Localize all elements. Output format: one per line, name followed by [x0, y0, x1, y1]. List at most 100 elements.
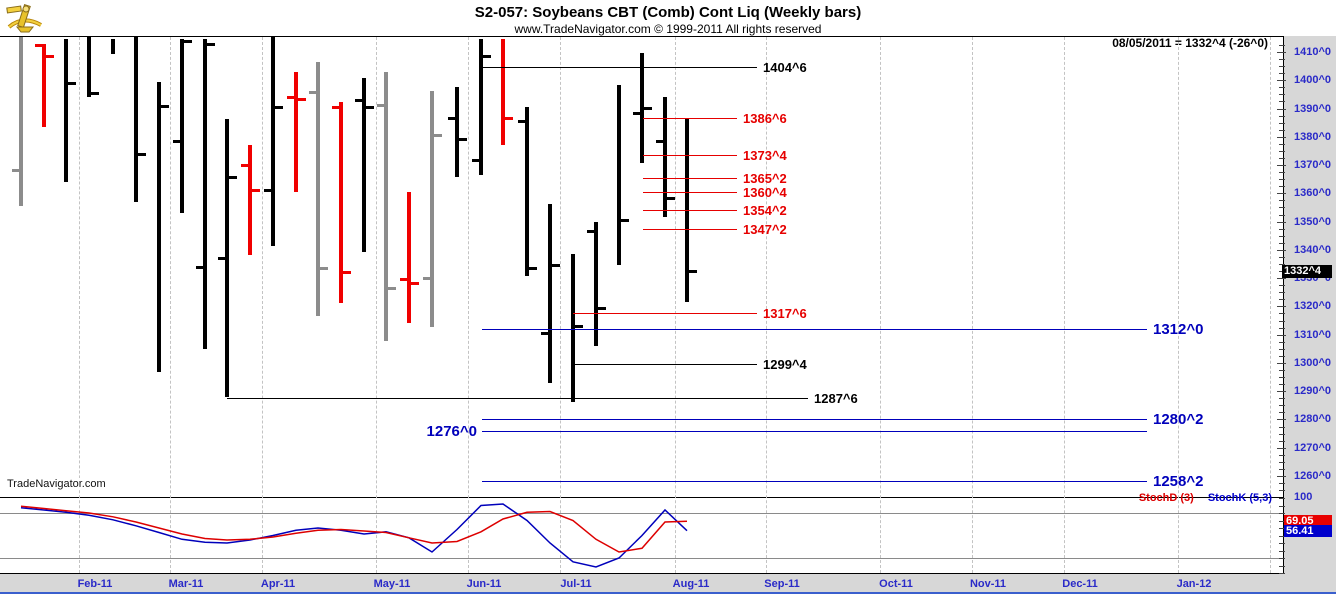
- axis-left-border: [1283, 36, 1284, 574]
- price-axis-minor-tick: [1279, 377, 1285, 378]
- month-label: May-11: [373, 578, 411, 590]
- close-tick: [483, 55, 491, 58]
- price-axis-minor-tick: [1279, 59, 1285, 60]
- price-axis-minor-tick: [1279, 441, 1285, 442]
- month-label: Jun-11: [466, 578, 502, 590]
- close-tick: [298, 98, 306, 101]
- price-bar: [180, 39, 184, 213]
- quote-info-readout: 08/05/2011 = 1332^4 (-26^0): [1112, 36, 1268, 50]
- price-bar: [87, 37, 91, 97]
- month-gridline: [1270, 37, 1272, 573]
- level-label: 1365^2: [743, 171, 787, 186]
- open-tick: [400, 278, 408, 281]
- level-line: [643, 155, 737, 156]
- price-axis-minor-tick: [1279, 207, 1285, 208]
- price-axis-minor-tick: [1279, 236, 1285, 237]
- price-axis-label: 1350^0: [1294, 216, 1332, 228]
- window-bottom-edge: [0, 592, 1336, 594]
- price-axis-minor-tick: [1279, 434, 1285, 435]
- open-tick: [355, 99, 363, 102]
- price-bar: [640, 53, 644, 163]
- stoch-axis-100-label: 100: [1294, 491, 1313, 503]
- price-axis-tick: [1277, 222, 1286, 223]
- open-tick: [12, 169, 20, 172]
- close-tick: [434, 134, 442, 137]
- price-axis-minor-tick: [1279, 130, 1285, 131]
- price-axis-minor-tick: [1279, 264, 1285, 265]
- month-label: Dec-11: [1062, 578, 1098, 590]
- stoch-axis-tick: [1279, 543, 1285, 544]
- price-bar: [362, 78, 366, 252]
- level-label: 1317^6: [763, 306, 807, 321]
- month-gridline: [972, 37, 974, 573]
- price-axis-tick: [1277, 109, 1286, 110]
- open-tick: [377, 104, 385, 107]
- price-axis-minor-tick: [1279, 299, 1285, 300]
- price-bar: [203, 39, 207, 349]
- close-tick: [411, 282, 419, 285]
- level-line: [481, 67, 757, 68]
- price-axis-minor-tick: [1279, 73, 1285, 74]
- price-axis-minor-tick: [1279, 469, 1285, 470]
- month-gridline: [1178, 37, 1180, 573]
- stoch-axis-tick: [1279, 566, 1285, 567]
- level-label: 1354^2: [743, 203, 787, 218]
- price-axis-label: 1300^0: [1294, 357, 1332, 369]
- price-axis-tick: [1277, 419, 1286, 420]
- level-line: [482, 419, 1147, 420]
- price-axis-tick: [1277, 306, 1286, 307]
- month-label: Aug-11: [672, 578, 710, 590]
- close-tick: [575, 325, 583, 328]
- price-panel-top-border: [0, 36, 1284, 37]
- close-tick: [320, 267, 328, 270]
- level-line: [573, 313, 757, 314]
- price-axis-minor-tick: [1279, 384, 1285, 385]
- month-label: Sep-11: [764, 578, 800, 590]
- price-axis-minor-tick: [1279, 186, 1285, 187]
- stochk-value-badge: 56.41: [1284, 525, 1332, 537]
- close-tick: [529, 267, 537, 270]
- price-axis-label: 1330^0: [1294, 272, 1332, 284]
- price-axis-label: 1320^0: [1294, 300, 1332, 312]
- price-axis-label: 1370^0: [1294, 159, 1332, 171]
- price-bar: [248, 145, 252, 255]
- price-axis-minor-tick: [1279, 94, 1285, 95]
- stochd-label: StochD (3): [1138, 492, 1194, 504]
- price-axis-label: 1360^0: [1294, 187, 1332, 199]
- oversold-line: [0, 558, 1283, 559]
- close-tick: [621, 219, 629, 222]
- overbought-line: [0, 513, 1283, 514]
- stoch-axis-tick: [1279, 521, 1285, 522]
- month-label: Mar-11: [168, 578, 204, 590]
- price-bar: [594, 222, 598, 346]
- price-axis-minor-tick: [1279, 45, 1285, 46]
- price-bar: [157, 82, 161, 372]
- level-line: [227, 398, 808, 399]
- level-label: 1386^6: [743, 111, 787, 126]
- close-tick: [689, 270, 697, 273]
- level-line: [482, 431, 1147, 432]
- level-line: [643, 118, 737, 119]
- price-bar: [407, 192, 411, 323]
- price-axis-tick: [1277, 52, 1286, 53]
- price-bar: [339, 102, 343, 303]
- price-axis-label: 1260^0: [1294, 470, 1332, 482]
- price-axis-label: 1310^0: [1294, 329, 1332, 341]
- open-tick: [472, 159, 480, 162]
- month-gridline: [766, 37, 768, 573]
- month-label: Apr-11: [260, 578, 296, 590]
- open-tick: [218, 257, 226, 260]
- level-line: [643, 192, 737, 193]
- price-axis-label: 1280^0: [1294, 413, 1332, 425]
- level-label: 1373^4: [743, 148, 787, 163]
- month-gridline: [675, 37, 677, 573]
- close-tick: [138, 153, 146, 156]
- price-bar: [455, 87, 459, 177]
- price-bar: [663, 97, 667, 217]
- close-tick: [229, 176, 237, 179]
- price-axis-minor-tick: [1279, 462, 1285, 463]
- level-label: 1258^2: [1153, 473, 1204, 490]
- close-tick: [343, 271, 351, 274]
